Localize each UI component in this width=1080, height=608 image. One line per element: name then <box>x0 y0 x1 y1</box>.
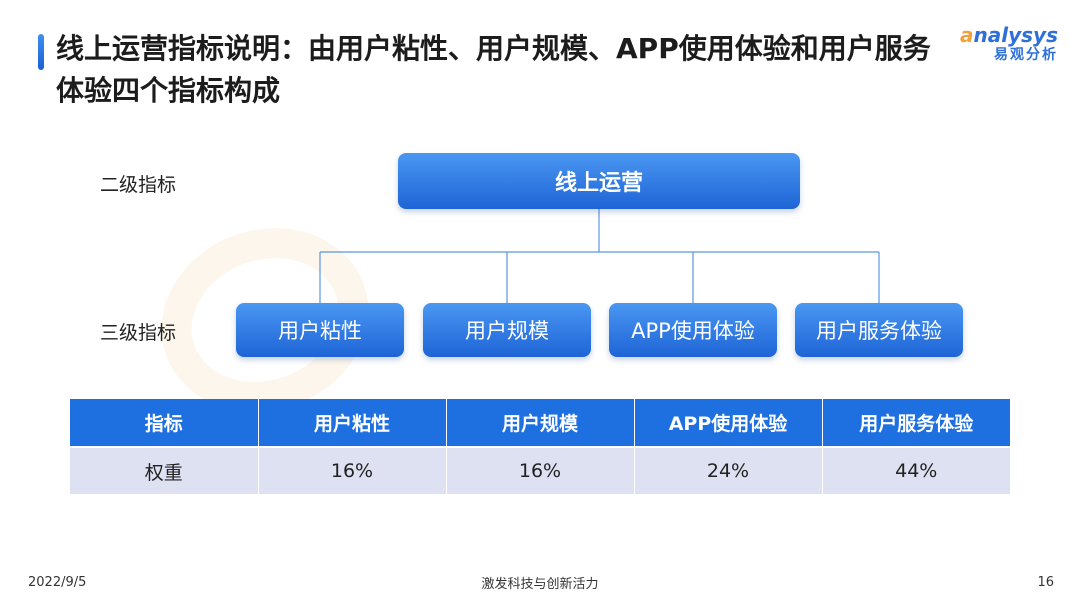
node-user-scale: 用户规模 <box>423 303 591 357</box>
header-cell: 指标 <box>70 399 259 447</box>
table-row: 权重 16% 16% 24% 44% <box>70 446 1010 494</box>
header-cell: 用户规模 <box>446 399 635 447</box>
level-3-label: 三级指标 <box>100 322 177 344</box>
node-user-stickiness: 用户粘性 <box>236 303 404 357</box>
table-cell: 16% <box>258 446 447 494</box>
table-cell: 权重 <box>70 446 259 494</box>
footer-date: 2022/9/5 <box>28 575 87 590</box>
logo-mark: a <box>960 23 974 47</box>
logo-text-en: nalysys <box>973 23 1058 47</box>
table-cell: 44% <box>822 446 1010 494</box>
node-online-operation: 线上运营 <box>398 153 800 209</box>
weights-table: 指标 用户粘性 用户规模 APP使用体验 用户服务体验 权重 16% 16% 2… <box>70 399 1010 494</box>
node-app-experience: APP使用体验 <box>609 303 777 357</box>
page-title: 线上运营指标说明：由用户粘性、用户规模、APP使用体验和用户服务体验四个指标构成 <box>56 32 931 107</box>
table-header-row: 指标 用户粘性 用户规模 APP使用体验 用户服务体验 <box>70 399 1010 447</box>
node-user-service-experience: 用户服务体验 <box>795 303 963 357</box>
logo-text-cn: 易观分析 <box>994 47 1058 63</box>
header-cell: 用户服务体验 <box>822 399 1010 447</box>
page-number: 16 <box>1037 575 1054 590</box>
header-cell: 用户粘性 <box>258 399 447 447</box>
table-cell: 16% <box>446 446 635 494</box>
header-cell: APP使用体验 <box>634 399 823 447</box>
title-accent-bar <box>38 34 44 70</box>
footer-slogan: 激发科技与创新活力 <box>481 577 599 592</box>
analysys-logo: analysys 易观分析 <box>960 24 1058 64</box>
level-2-label: 二级指标 <box>100 174 177 196</box>
table-cell: 24% <box>634 446 823 494</box>
